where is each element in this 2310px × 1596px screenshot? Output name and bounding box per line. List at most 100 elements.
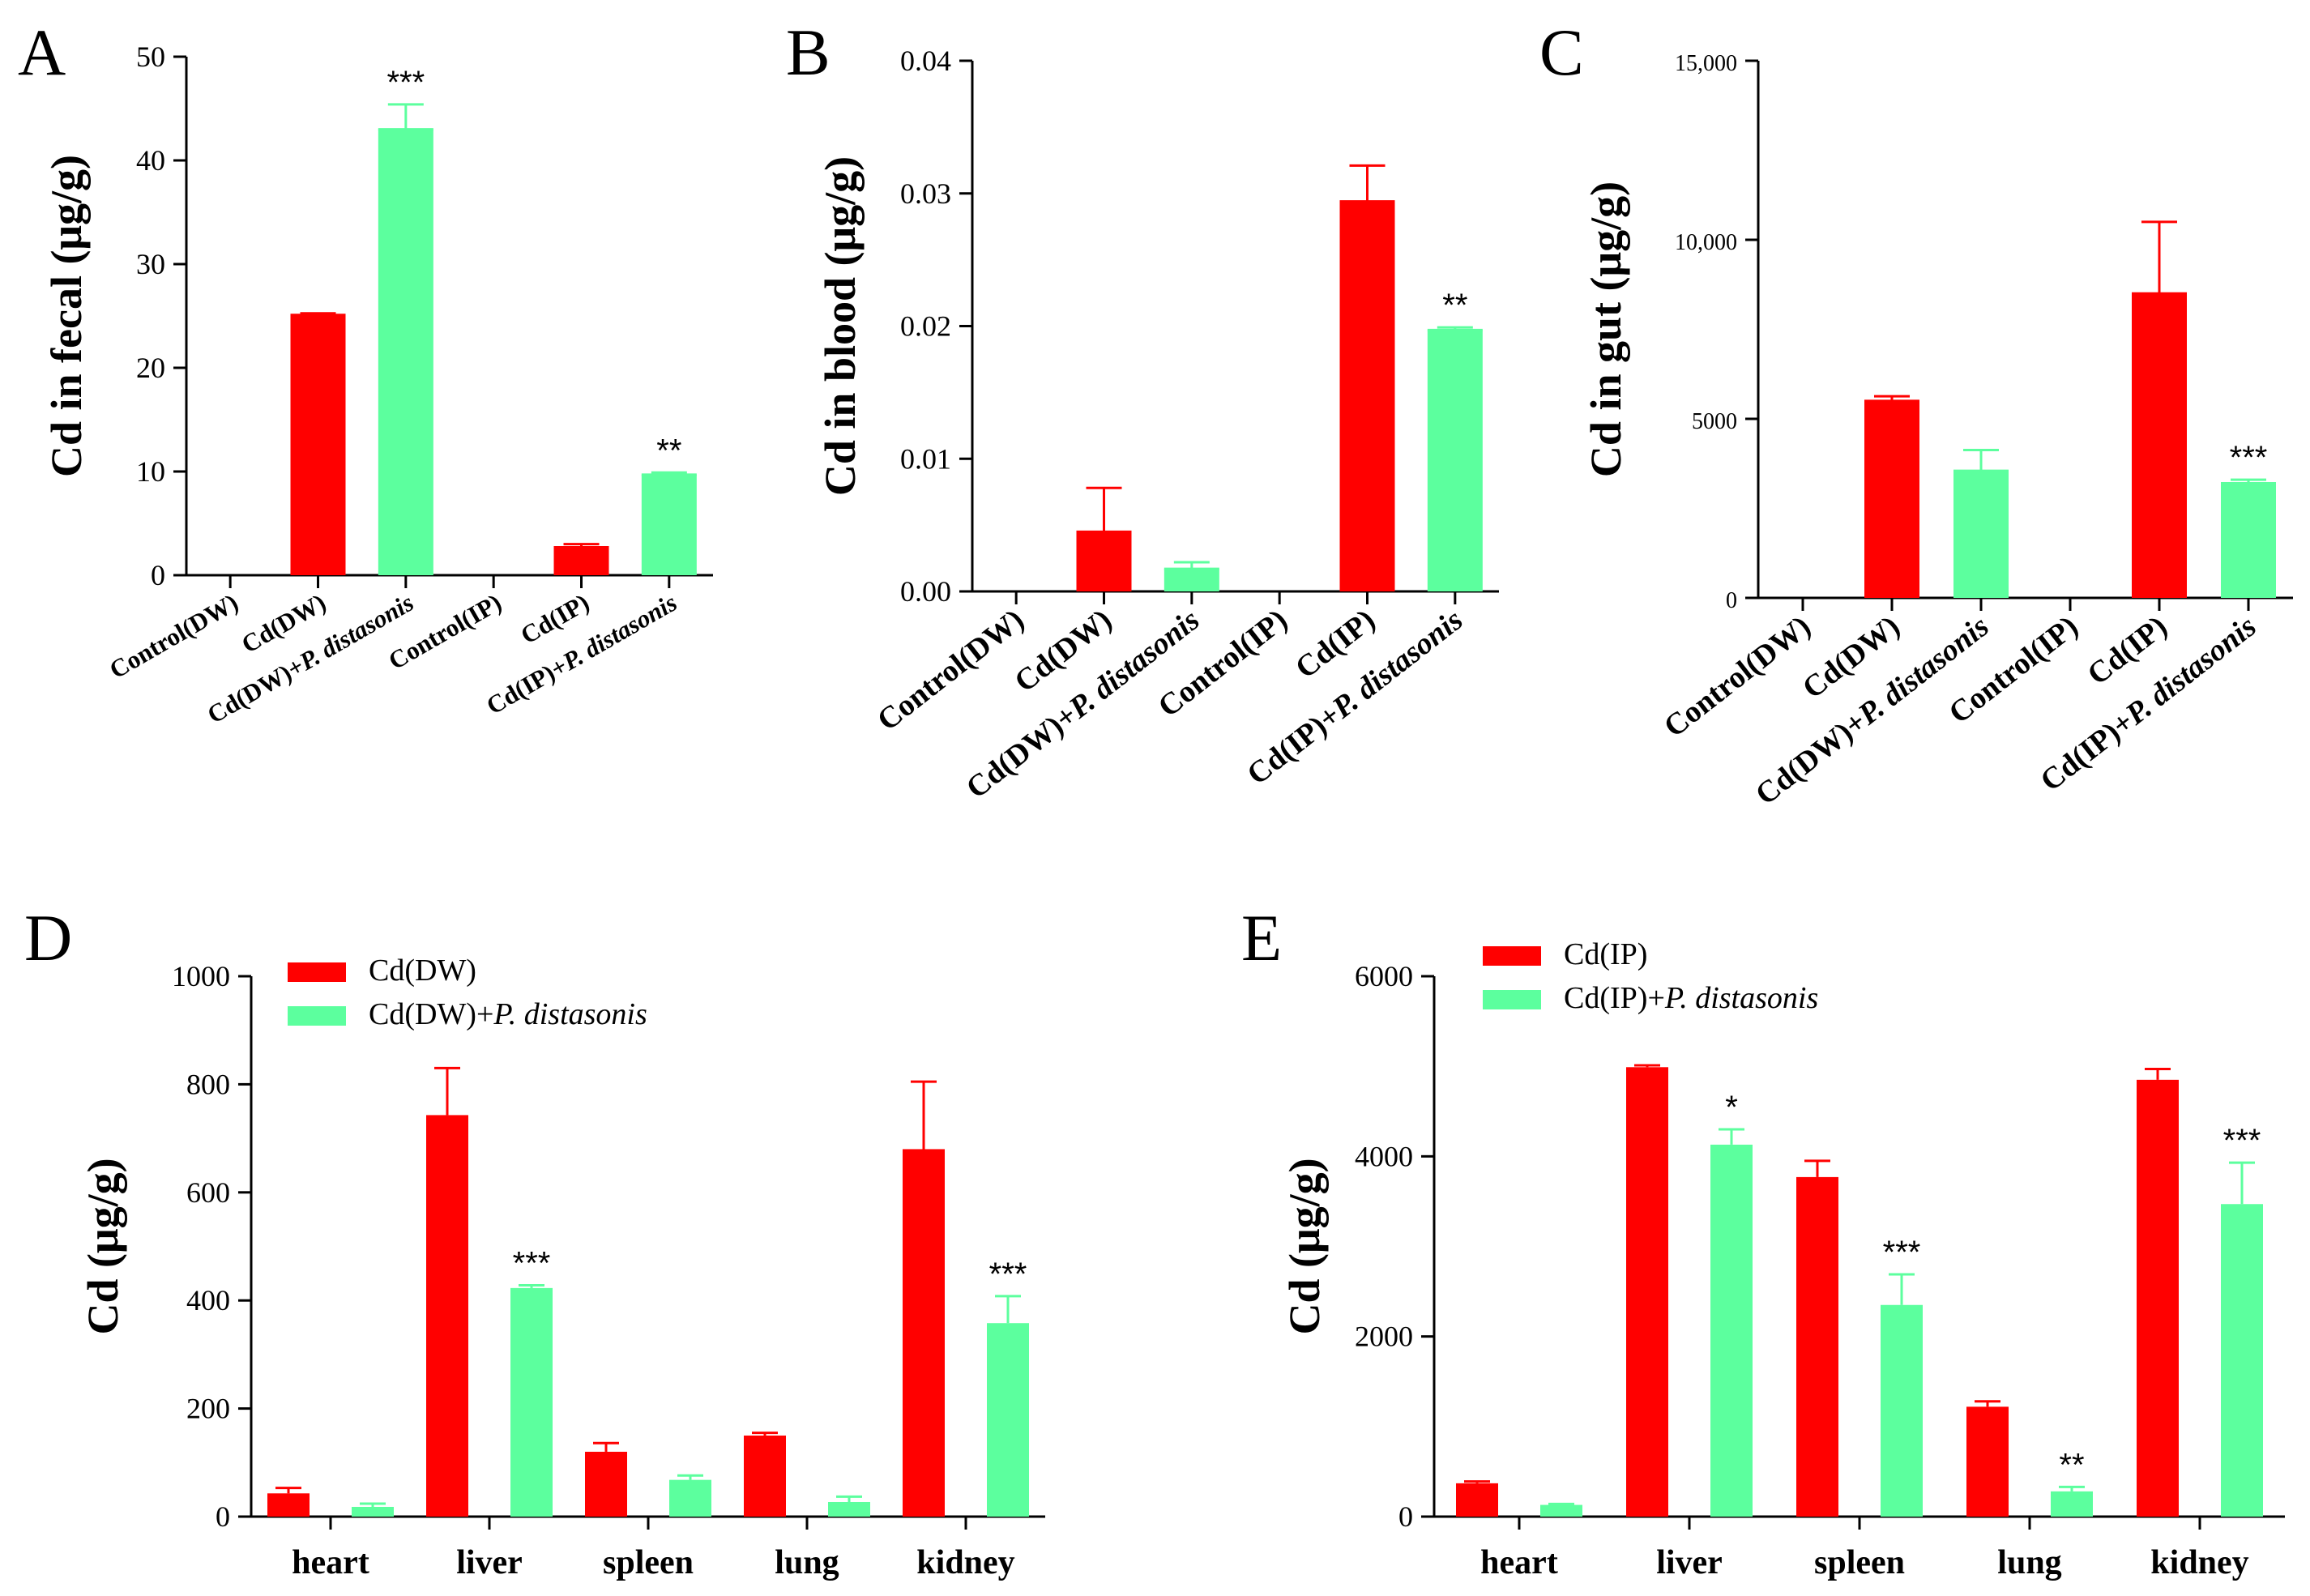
panel-e-organs-ip-chart: 0 2000 4000 6000 E Cd (μg/g) heart * liver *** spl…	[1241, 901, 2285, 1581]
y-tick-label: 0	[216, 1500, 230, 1533]
y-tick-label: 10	[136, 455, 165, 488]
significance-label: ***	[1883, 1235, 1921, 1270]
significance-label: ***	[2230, 440, 2268, 476]
panel-letter: A	[18, 15, 66, 89]
y-tick-label: 15,000	[1675, 51, 1737, 76]
y-tick-label: 400	[186, 1284, 230, 1316]
y-tick-label: 50	[136, 41, 165, 73]
y-axis-label: Cd in blood (μg/g)	[816, 156, 865, 496]
y-tick-label: 0	[1726, 588, 1737, 613]
y-axis-label: Cd in fecal (μg/g)	[42, 155, 91, 477]
y-tick-label: 0.03	[900, 177, 951, 210]
bar	[1881, 1304, 1923, 1517]
panel-c-gut-chart: 0 5000 10,000 15,000 C Cd in gut (μg/g) Contro…	[1539, 15, 2293, 812]
bar	[1864, 400, 1919, 598]
legend-label: Cd(DW)	[369, 954, 476, 988]
bar	[352, 1506, 394, 1517]
x-category-label: Control(DW)	[871, 603, 1031, 738]
significance-label: ***	[2223, 1123, 2261, 1159]
legend-label: Cd(IP)+P. distasonis	[1564, 981, 1818, 1015]
x-category-label: liver	[1656, 1544, 1723, 1581]
legend-label-text: Cd(IP)+	[1564, 981, 1665, 1015]
bar	[744, 1435, 786, 1517]
y-tick-label: 1000	[172, 960, 230, 992]
bar	[1076, 531, 1132, 591]
bar	[290, 314, 346, 575]
bar	[1339, 201, 1395, 591]
panel-letter: C	[1539, 15, 1584, 89]
bar	[585, 1451, 627, 1517]
legend-swatch	[288, 962, 346, 982]
legend-swatch	[288, 1006, 346, 1026]
category-label-text: Cd(IP)+	[481, 651, 572, 720]
legend-label-italic: P. distasonis	[493, 997, 647, 1031]
bar	[1626, 1067, 1668, 1517]
bar	[2132, 293, 2187, 598]
bar	[2221, 1204, 2263, 1517]
x-category-label: heart	[292, 1544, 369, 1581]
x-category-label: spleen	[603, 1544, 694, 1581]
category-label-text: Control(DW)	[871, 603, 1031, 738]
y-tick-label: 4000	[1355, 1140, 1413, 1172]
category-label-text: Cd(DW)+	[960, 698, 1084, 805]
x-category-label: kidney	[2150, 1544, 2248, 1581]
y-tick-label: 800	[186, 1068, 230, 1100]
x-category-label: heart	[1480, 1544, 1558, 1581]
legend-swatch	[1483, 990, 1541, 1009]
panel-d-organs-dw-chart: 0 200 400 600 800 1000 D Cd (μg/g) heart *** liver…	[24, 901, 1045, 1581]
category-label-text: Control(DW)	[1658, 609, 1817, 745]
y-tick-label: 30	[136, 248, 165, 280]
significance-label: **	[2059, 1447, 2084, 1483]
bar	[2137, 1079, 2179, 1517]
bar	[378, 129, 433, 576]
legend-label-text: Cd(DW)	[369, 954, 476, 988]
bar	[828, 1501, 870, 1517]
legend-label: Cd(DW)+P. distasonis	[369, 997, 647, 1031]
y-tick-label: 6000	[1355, 960, 1413, 992]
bar	[1540, 1504, 1582, 1517]
legend-label-italic: P. distasonis	[1664, 981, 1818, 1015]
panel-b-blood-chart: 0.00 0.01 0.02 0.03 0.04 B Cd in blood (μg/g) C…	[786, 15, 1499, 805]
bar	[426, 1115, 468, 1517]
y-tick-label: 0.00	[900, 575, 951, 608]
significance-label: ***	[989, 1257, 1027, 1292]
category-label-text: Cd(IP)+	[2035, 705, 2141, 798]
y-tick-label: 10,000	[1675, 230, 1737, 255]
y-tick-label: 40	[136, 144, 165, 177]
x-category-label: spleen	[1814, 1544, 1905, 1581]
category-label-text: Cd(DW)+	[1749, 705, 1873, 812]
bar	[267, 1493, 310, 1517]
y-tick-label: 2000	[1355, 1321, 1413, 1353]
y-axis-label: Cd (μg/g)	[1280, 1158, 1329, 1334]
x-category-label: lung	[775, 1544, 839, 1581]
bar	[553, 547, 609, 575]
legend-label-text: Cd(DW)+	[369, 997, 493, 1031]
x-category-label: Control(DW)	[105, 588, 243, 685]
panel-letter: E	[1241, 901, 1282, 975]
significance-label: ***	[513, 1246, 551, 1282]
bar	[669, 1479, 711, 1517]
panel-letter: D	[24, 901, 72, 975]
bar	[510, 1287, 553, 1517]
y-axis-label: Cd (μg/g)	[79, 1158, 127, 1334]
panel-a-fecal-chart: 0 10 20 30 40 50 A Cd in fecal (μg/g) Control(DW…	[18, 15, 713, 729]
bar	[1953, 471, 2009, 598]
bar	[2221, 483, 2276, 598]
significance-label: ***	[386, 65, 425, 100]
bar	[641, 474, 697, 575]
bar	[987, 1323, 1029, 1517]
bar	[1164, 569, 1219, 591]
y-tick-label: 0	[151, 559, 165, 591]
y-tick-label: 0	[1398, 1500, 1413, 1533]
legend-label-text: Cd(IP)	[1564, 937, 1647, 971]
bar	[1456, 1483, 1498, 1517]
significance-label: *	[1725, 1090, 1738, 1125]
y-tick-label: 0.02	[900, 310, 951, 343]
category-label-text: Cd(DW)+	[203, 651, 309, 729]
y-axis-label: Cd in gut (μg/g)	[1582, 181, 1630, 477]
x-category-label: lung	[1997, 1544, 2061, 1581]
bar	[1427, 330, 1483, 591]
significance-label: **	[1442, 288, 1467, 323]
y-tick-label: 0.01	[900, 442, 951, 475]
